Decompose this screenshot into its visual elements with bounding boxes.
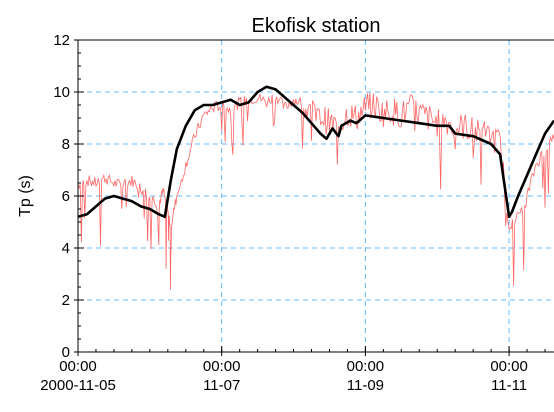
series-layer — [78, 85, 554, 290]
x-ticks: 00:00 2000-11-05 00:00 11-07 00:00 11-09 00:00… — [40, 346, 546, 394]
x-tick-label-date: 11-07 — [203, 377, 240, 394]
y-tick-label: 0 — [62, 344, 70, 361]
y-tick-label: 8 — [62, 136, 70, 153]
y-ticks: 0 2 4 6 8 10 12 — [53, 32, 84, 361]
x-tick-label-time: 00:00 — [203, 358, 241, 375]
series-model-line — [78, 85, 554, 219]
y-axis-label: Tp (s) — [17, 175, 34, 217]
x-tick-label-time: 00:00 — [59, 358, 97, 375]
y-tick-label: 2 — [62, 292, 70, 309]
y-tick-label: 6 — [62, 188, 70, 205]
x-tick-label-date: 2000-11-05 — [40, 377, 116, 394]
y-tick-label: 10 — [53, 84, 70, 101]
series-observed-line — [78, 92, 554, 290]
x-tick-label-date: 11-09 — [347, 377, 384, 394]
x-tick-label-time: 00:00 — [347, 358, 385, 375]
x-tick-label-time: 00:00 — [490, 358, 528, 375]
y-tick-label: 12 — [53, 32, 70, 49]
grid — [78, 40, 554, 352]
x-tick-label-date: 11-11 — [491, 377, 527, 394]
chart-title: Ekofisk station — [252, 15, 381, 37]
y-tick-label: 4 — [62, 240, 70, 257]
